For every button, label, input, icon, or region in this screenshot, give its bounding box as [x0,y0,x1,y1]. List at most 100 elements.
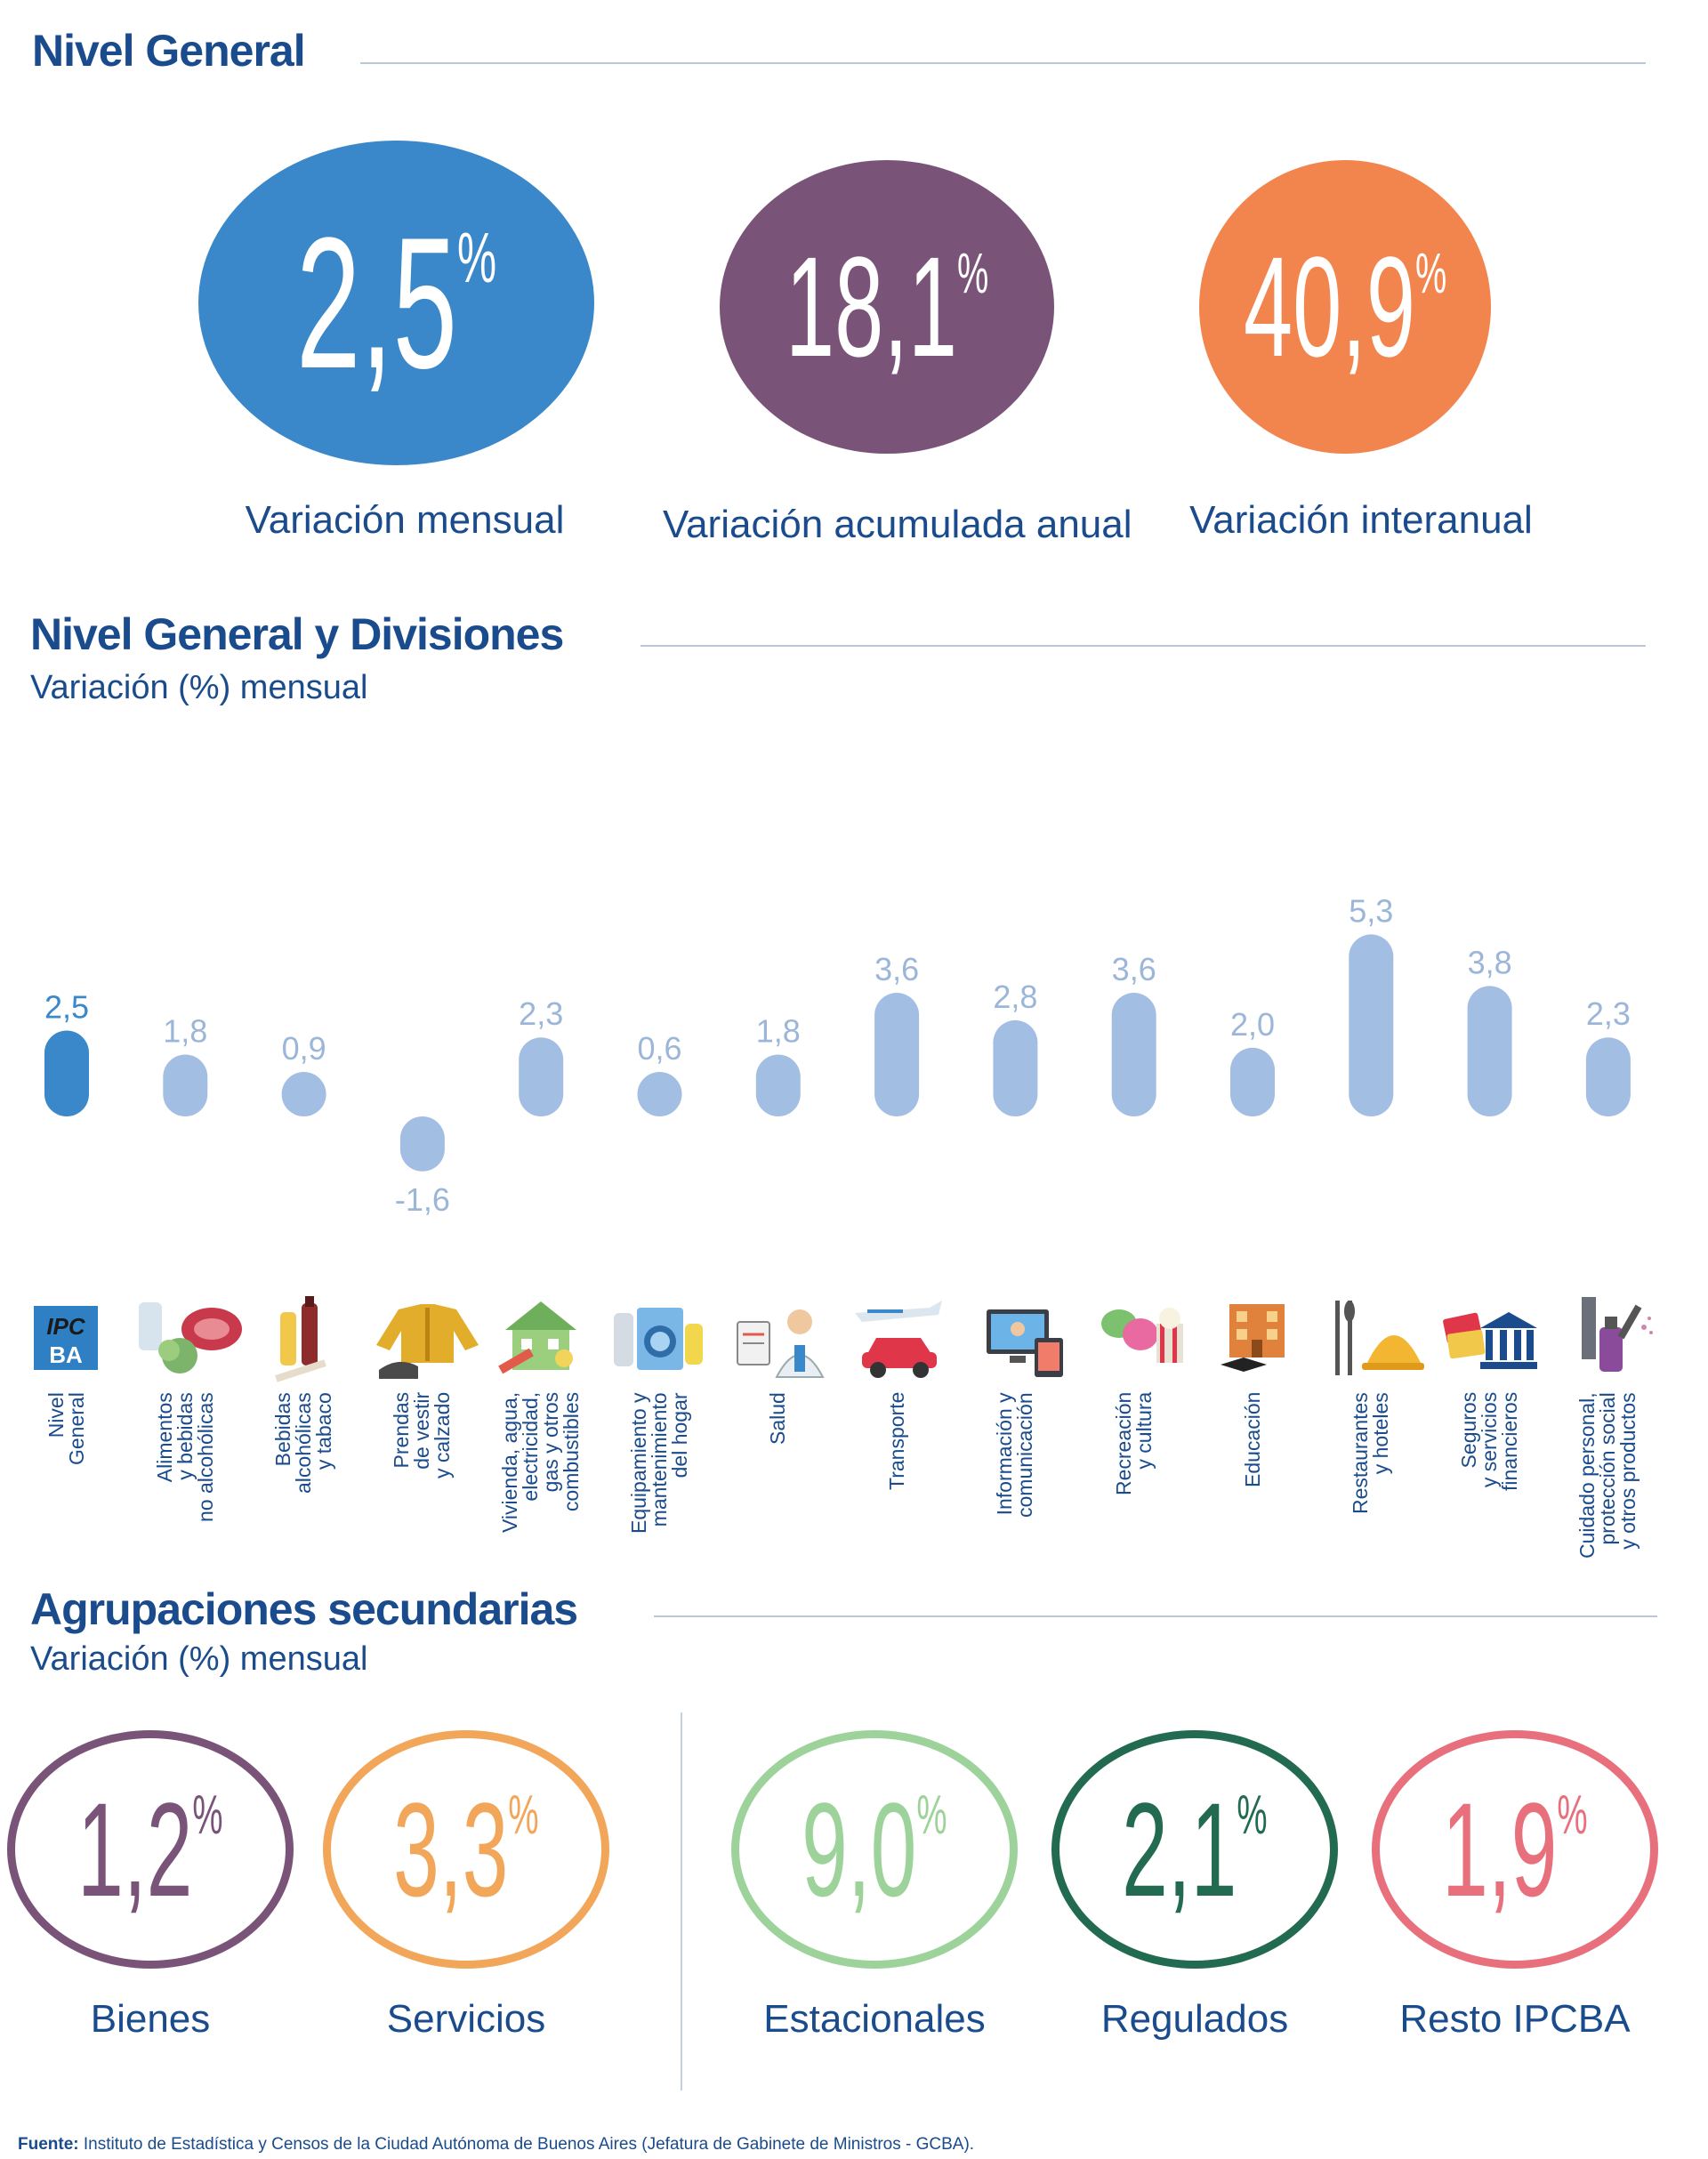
secondary-value: 9,0% [802,1775,947,1924]
section-title-general: Nivel General [32,26,306,76]
category-label: Recreación y cultura [1112,1391,1156,1495]
food-icon [139,1302,242,1374]
section-subtitle-secondary: Variación (%) mensual [30,1640,368,1678]
bar-value-label: 0,6 [637,1030,681,1067]
secondary-ring: 1,9% [1372,1730,1658,1969]
category-label: Prendas de vestir y calzado [390,1391,454,1478]
education-icon [1221,1304,1285,1372]
section-subtitle-divisions: Variación (%) mensual [30,669,368,706]
category-label-line: Restaurantes [1349,1392,1373,1514]
category-label-line: y bebidas [173,1392,197,1480]
category-label-line: Nivel [44,1392,68,1438]
category-label: Seguros y servicios financieros [1457,1391,1522,1491]
category-label-line: Equipamiento y [627,1392,650,1534]
category-label: Salud [766,1392,790,1445]
bar-value-label: -1,6 [395,1181,450,1218]
interannual-label: Variación interanual [1189,498,1533,542]
category-label: Bebidas alcohólicas y tabaco [271,1392,336,1494]
section-rule [360,62,1646,64]
annual-accumulated-ellipse: 18,1% [720,160,1054,454]
category-label: Cuidado personal, protección social y otro… [1575,1392,1640,1559]
secondary-ring: 3,3% [323,1730,609,1969]
category-label-line: gas y otros [539,1391,563,1493]
transport-icon [855,1301,942,1378]
category-label-line: General [65,1392,88,1465]
secondary-label: Estacionales [763,1997,986,2041]
bar-value-label: 3,6 [1112,951,1156,987]
category-label: Educación [1240,1391,1264,1487]
category-label-line: del hogar [668,1392,691,1478]
category-label-line: electricidad, [519,1391,543,1502]
category-label-line: Salud [766,1392,790,1445]
secondary-ring: 2,1% [1051,1730,1338,1969]
clothing-icon [376,1304,479,1379]
bar [44,1030,89,1116]
category-label-line: Cuidado personal, [1575,1392,1599,1559]
secondary-value: 3,3% [393,1775,539,1924]
category-label-line: mantenimiento [648,1392,671,1527]
category-label-line: Prendas [390,1391,414,1469]
category-label-line: Transporte [884,1391,908,1490]
bar [874,993,920,1116]
divisions-bar-chart: 2,5 1,8 0,9 -1,6 2,3 0,6 1,8 3,6 2,8 3,6 2,0 5,3 3,8… [44,892,1631,1218]
category-label: Vivienda, agua, electricidad, gas y otros c… [498,1391,583,1533]
bar [1111,993,1156,1116]
recreation-icon [1101,1308,1183,1363]
bar [993,1019,1038,1116]
category-label: Transporte [884,1391,908,1490]
annual-accumulated-label: Variación acumulada anual [663,503,1132,546]
annual-accumulated-value: 18,1% [785,227,989,386]
source-footer: Fuente: Instituto de Estadística y Censo… [18,2135,975,2154]
svg-text:BA: BA [49,1341,83,1368]
category-label-line: Educación [1240,1391,1264,1487]
section-title-divisions: Nivel General y Divisiones [30,609,564,659]
ipc-logo-icon: IPC BA [34,1306,98,1370]
category-label: Alimentos y bebidas no alcohólicas [153,1392,217,1522]
secondary-value: 2,1% [1122,1775,1268,1924]
bar-value-label: 3,6 [874,951,919,987]
secondary-label: Bienes [90,1997,211,2041]
category-label-line: de vestir [410,1391,434,1470]
category-label-line: y tabaco [312,1392,336,1470]
bar-value-label: 3,8 [1468,944,1512,980]
interannual-value: 40,9% [1243,227,1447,386]
category-label-line: Seguros [1457,1391,1481,1469]
beverages-icon [275,1296,326,1382]
bar-value-label: 1,8 [163,1013,207,1050]
category-label-line: no alcohólicas [193,1392,217,1522]
secondary-label: Servicios [386,1997,546,2041]
communication-icon [987,1309,1063,1377]
housing-icon [498,1301,576,1374]
bar [637,1072,682,1116]
category-label: Nivel General [44,1392,88,1465]
bar [163,1054,208,1116]
secondary-divider [681,1712,682,2091]
secondary-value: 1,9% [1442,1775,1588,1924]
bar [755,1054,801,1116]
personal-care-icon [1582,1297,1653,1372]
secondary-value: 1,2% [77,1775,223,1924]
category-label-line: Vivienda, agua, [498,1391,522,1533]
bar [1467,986,1512,1116]
category-label-line: alcohólicas [292,1392,316,1494]
bar-value-label: 2,0 [1230,1006,1275,1043]
bar [399,1116,445,1172]
category-label-line: financieros [1498,1391,1522,1491]
bar [1230,1047,1275,1116]
interannual-ellipse: 40,9% [1199,160,1491,454]
bar [1349,934,1394,1116]
finance-icon [1443,1312,1537,1369]
category-label-line: Información y [993,1392,1017,1516]
monthly-variation-value: 2,5% [295,197,497,407]
secondary-label: Regulados [1100,1997,1289,2041]
bar-value-label: 5,3 [1349,892,1393,929]
bar-value-label: 2,3 [1586,995,1631,1032]
secondary-ring: 9,0% [731,1730,1018,1969]
household-appliance-icon [614,1308,703,1370]
category-label-line: comunicación [1013,1392,1037,1518]
section-rule [640,645,1646,647]
bar-value-label: 1,8 [756,1013,801,1050]
category-label-line: y cultura [1132,1391,1156,1470]
bar [281,1072,326,1116]
secondary-label: Resto IPCBA [1399,1997,1631,2041]
